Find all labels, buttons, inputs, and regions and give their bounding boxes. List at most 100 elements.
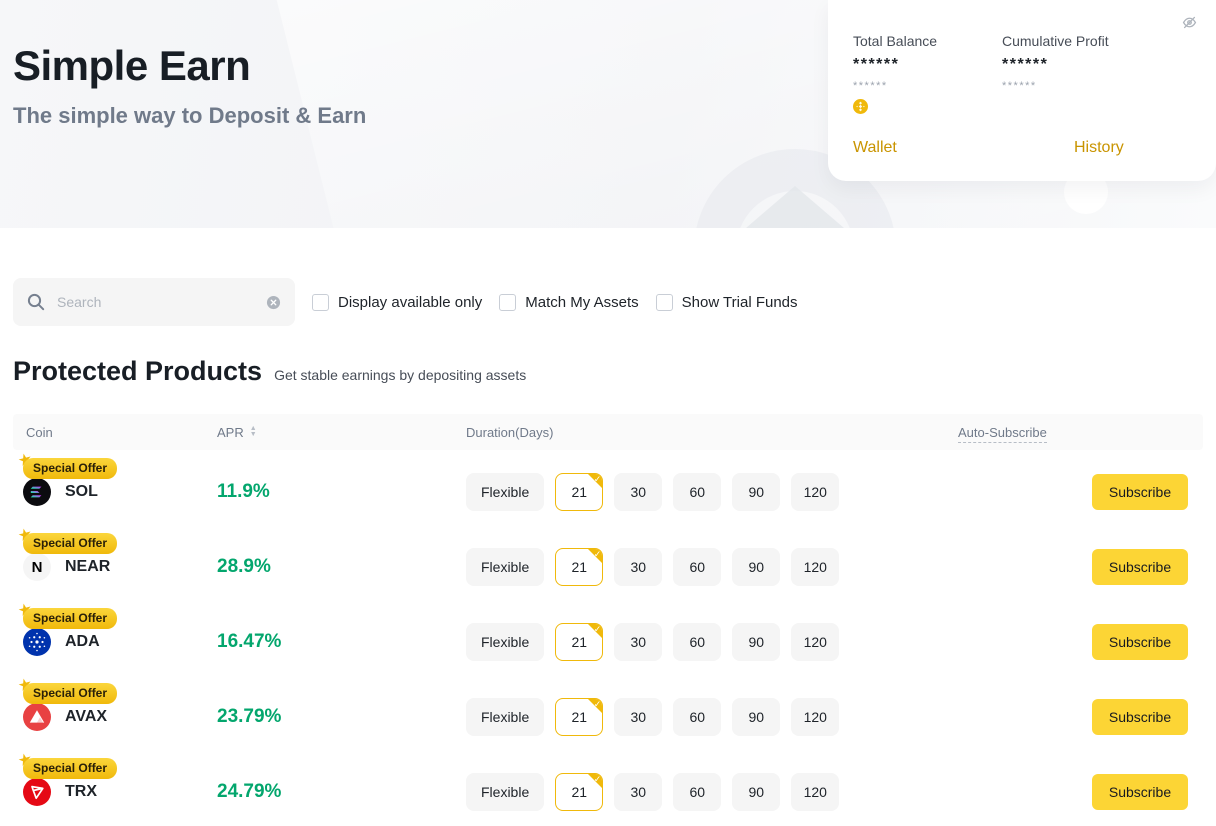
duration-label: 30: [630, 783, 647, 800]
duration-21-button[interactable]: 21 ✓: [555, 472, 604, 511]
subscribe-button[interactable]: Subscribe: [1092, 473, 1188, 510]
trx-coin-icon: [23, 777, 51, 806]
duration-column-header: Duration(Days): [466, 424, 554, 440]
duration-30-button[interactable]: 30: [614, 622, 663, 661]
coin-name: NEAR: [65, 557, 111, 575]
match-my-assets-checkbox[interactable]: [499, 293, 517, 311]
cumulative-profit-block: Cumulative Profit ****** ******: [1002, 33, 1109, 92]
svg-text:N: N: [32, 559, 43, 576]
duration-30-button[interactable]: 30: [614, 547, 663, 586]
duration-label: 90: [748, 783, 765, 800]
duration-120-button[interactable]: 120: [791, 547, 840, 586]
search-input[interactable]: [55, 293, 266, 311]
duration-label: 30: [630, 558, 647, 575]
search-box[interactable]: [13, 278, 295, 326]
duration-label: 90: [748, 483, 765, 500]
duration-30-button[interactable]: 30: [614, 772, 663, 811]
cumulative-profit-value: ******: [1002, 56, 1049, 73]
check-icon: ✓: [593, 698, 602, 709]
duration-label: Flexible: [481, 558, 530, 575]
duration-90-button[interactable]: 90: [732, 547, 781, 586]
sol-coin-icon: [23, 477, 51, 506]
total-balance-label: Total Balance: [853, 33, 938, 49]
duration-90-button[interactable]: 90: [732, 772, 781, 811]
duration-label: 21: [571, 783, 588, 800]
hero-text: Simple Earn The simple way to Deposit & …: [13, 42, 366, 129]
special-offer-badge: ★ Special Offer: [16, 601, 118, 629]
duration-flexible-button[interactable]: Flexible: [466, 472, 545, 511]
subscribe-button[interactable]: Subscribe: [1092, 623, 1188, 660]
check-icon: ✓: [593, 623, 602, 634]
subscribe-button[interactable]: Subscribe: [1092, 698, 1188, 735]
clear-search-button[interactable]: [266, 295, 281, 310]
auto-subscribe-column-header: Auto-Subscribe: [958, 424, 1203, 443]
duration-flexible-button[interactable]: Flexible: [466, 547, 545, 586]
section-subtitle: Get stable earnings by depositing assets: [274, 367, 527, 383]
balance-card: Total Balance ****** ****** Cumulative P…: [828, 0, 1216, 181]
wallet-link[interactable]: Wallet: [853, 139, 897, 156]
duration-120-button[interactable]: 120: [791, 622, 840, 661]
show-trial-funds-filter[interactable]: Show Trial Funds: [655, 293, 798, 311]
duration-30-button[interactable]: 30: [614, 472, 663, 511]
duration-flexible-button[interactable]: Flexible: [466, 697, 545, 736]
duration-60-button[interactable]: 60: [673, 697, 722, 736]
filter-checkboxes: Display available only Match My Assets S…: [312, 293, 798, 311]
duration-21-button[interactable]: 21 ✓: [555, 772, 604, 811]
duration-120-button[interactable]: 120: [791, 772, 840, 811]
history-link[interactable]: History: [1074, 139, 1124, 156]
chevron-decoration: [696, 149, 894, 228]
page-subtitle: The simple way to Deposit & Earn: [13, 103, 367, 128]
duration-60-button[interactable]: 60: [673, 772, 722, 811]
duration-21-button[interactable]: 21 ✓: [555, 697, 604, 736]
subscribe-button[interactable]: Subscribe: [1092, 548, 1188, 585]
section-header: Protected Products Get stable earnings b…: [13, 356, 526, 387]
duration-60-button[interactable]: 60: [673, 622, 722, 661]
check-icon: ✓: [593, 473, 602, 484]
duration-21-button[interactable]: 21 ✓: [555, 547, 604, 586]
duration-options: Flexible 21 ✓ 30 60 90 120: [466, 622, 958, 661]
duration-60-button[interactable]: 60: [673, 547, 722, 586]
subscribe-button[interactable]: Subscribe: [1092, 773, 1188, 810]
duration-label: 21: [571, 708, 588, 725]
duration-label: 21: [571, 558, 588, 575]
coin-cell: AVAX: [13, 702, 217, 731]
duration-90-button[interactable]: 90: [732, 622, 781, 661]
selected-corner: [587, 773, 603, 789]
duration-label: 30: [630, 633, 647, 650]
duration-label: Flexible: [481, 633, 530, 650]
duration-30-button[interactable]: 30: [614, 697, 663, 736]
show-trial-funds-checkbox[interactable]: [655, 293, 673, 311]
product-row-ada: ★ Special Offer ADA 16.47% Flexible 21 ✓ 30…: [13, 600, 1203, 675]
eye-off-icon: [1182, 16, 1197, 29]
duration-options: Flexible 21 ✓ 30 60 90 120: [466, 472, 958, 511]
match-my-assets-filter[interactable]: Match My Assets: [499, 293, 639, 311]
cumulative-profit-label: Cumulative Profit: [1002, 33, 1109, 49]
duration-120-button[interactable]: 120: [791, 697, 840, 736]
duration-label: 120: [803, 558, 827, 575]
hide-balance-button[interactable]: [1181, 14, 1198, 31]
action-cell: Subscribe: [1092, 548, 1188, 585]
ada-coin-icon: [23, 627, 51, 656]
trx-coin-icon: [23, 777, 51, 806]
sort-up-icon: ▲: [249, 425, 257, 432]
sort-icon[interactable]: ▲ ▼: [249, 425, 257, 438]
coin-cell: N NEAR: [13, 552, 217, 581]
special-offer-label: Special Offer: [23, 683, 118, 704]
duration-90-button[interactable]: 90: [732, 697, 781, 736]
apr-header-label: APR: [217, 424, 244, 440]
display-available-only-checkbox[interactable]: [312, 293, 329, 311]
duration-flexible-button[interactable]: Flexible: [466, 622, 545, 661]
duration-90-button[interactable]: 90: [732, 472, 781, 511]
duration-120-button[interactable]: 120: [791, 472, 840, 511]
products-table: Coin APR ▲ ▼ Duration(Days) Auto-Subscri…: [13, 414, 1203, 825]
total-balance-value: ******: [853, 56, 900, 73]
table-body: ★ Special Offer SOL 11.9% Flexible 21 ✓ 30 6…: [13, 450, 1203, 825]
special-offer-label: Special Offer: [23, 458, 118, 479]
duration-label: Flexible: [481, 483, 530, 500]
duration-21-button[interactable]: 21 ✓: [555, 622, 604, 661]
duration-flexible-button[interactable]: Flexible: [466, 772, 545, 811]
duration-60-button[interactable]: 60: [673, 472, 722, 511]
display-available-only-filter[interactable]: Display available only: [312, 293, 482, 311]
coin-name: AVAX: [65, 707, 108, 725]
coin-cell: TRX: [13, 777, 217, 806]
